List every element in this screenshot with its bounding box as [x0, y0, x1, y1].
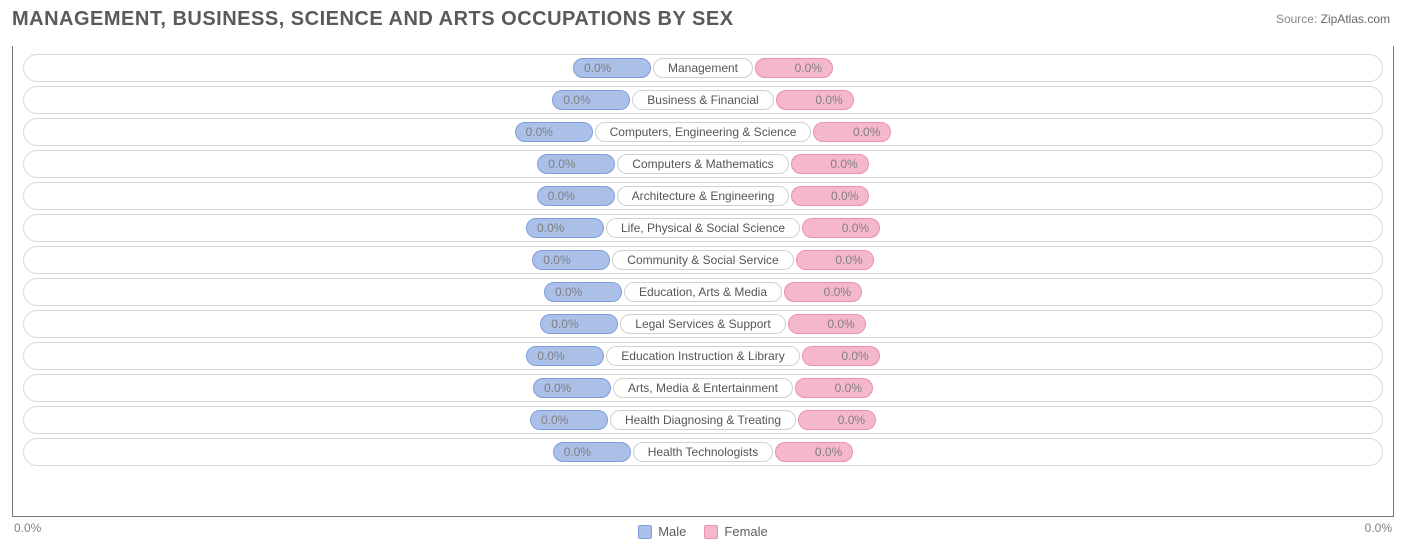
female-bar: 0.0%: [802, 218, 880, 238]
chart-row: 0.0%Life, Physical & Social Science0.0%: [23, 214, 1383, 242]
chart-row: 0.0%Computers & Mathematics0.0%: [23, 150, 1383, 178]
female-bar: 0.0%: [788, 314, 866, 334]
chart-title: MANAGEMENT, BUSINESS, SCIENCE AND ARTS O…: [12, 8, 734, 31]
chart-row: 0.0%Legal Services & Support0.0%: [23, 310, 1383, 338]
chart-row: 0.0%Health Diagnosing & Treating0.0%: [23, 406, 1383, 434]
legend-male: Male: [638, 524, 686, 539]
female-bar: 0.0%: [776, 90, 854, 110]
chart-row: 0.0%Architecture & Engineering0.0%: [23, 182, 1383, 210]
legend-female-label: Female: [724, 524, 767, 539]
chart-row: 0.0%Education Instruction & Library0.0%: [23, 342, 1383, 370]
category-label: Education Instruction & Library: [606, 346, 799, 366]
female-bar: 0.0%: [796, 250, 874, 270]
female-bar: 0.0%: [802, 346, 880, 366]
male-bar: 0.0%: [544, 282, 622, 302]
chart-area: 0.0%Management0.0%0.0%Business & Financi…: [12, 46, 1394, 517]
male-bar: 0.0%: [532, 250, 610, 270]
chart-row: 0.0%Computers, Engineering & Science0.0%: [23, 118, 1383, 146]
category-label: Community & Social Service: [612, 250, 793, 270]
male-bar: 0.0%: [526, 218, 604, 238]
source-value: ZipAtlas.com: [1321, 12, 1390, 26]
category-label: Health Diagnosing & Treating: [610, 410, 796, 430]
female-bar: 0.0%: [791, 154, 869, 174]
category-label: Architecture & Engineering: [617, 186, 790, 206]
male-bar: 0.0%: [553, 442, 631, 462]
male-bar: 0.0%: [526, 346, 604, 366]
female-bar: 0.0%: [784, 282, 862, 302]
category-label: Health Technologists: [633, 442, 774, 462]
female-bar: 0.0%: [775, 442, 853, 462]
source-attribution: Source: ZipAtlas.com: [1276, 12, 1390, 26]
legend-female: Female: [704, 524, 767, 539]
category-label: Education, Arts & Media: [624, 282, 782, 302]
legend-male-swatch: [638, 525, 652, 539]
chart-row: 0.0%Management0.0%: [23, 54, 1383, 82]
category-label: Arts, Media & Entertainment: [613, 378, 793, 398]
legend-female-swatch: [704, 525, 718, 539]
female-bar: 0.0%: [795, 378, 873, 398]
chart-row: 0.0%Health Technologists0.0%: [23, 438, 1383, 466]
legend-male-label: Male: [658, 524, 686, 539]
legend: Male Female: [0, 524, 1406, 539]
category-label: Legal Services & Support: [620, 314, 785, 334]
chart-row: 0.0%Community & Social Service0.0%: [23, 246, 1383, 274]
female-bar: 0.0%: [813, 122, 891, 142]
source-label: Source:: [1276, 12, 1317, 26]
category-label: Management: [653, 58, 753, 78]
female-bar: 0.0%: [798, 410, 876, 430]
male-bar: 0.0%: [540, 314, 618, 334]
male-bar: 0.0%: [515, 122, 593, 142]
male-bar: 0.0%: [573, 58, 651, 78]
male-bar: 0.0%: [537, 154, 615, 174]
category-label: Computers, Engineering & Science: [595, 122, 812, 142]
category-label: Business & Financial: [632, 90, 773, 110]
chart-row: 0.0%Education, Arts & Media0.0%: [23, 278, 1383, 306]
chart-row: 0.0%Arts, Media & Entertainment0.0%: [23, 374, 1383, 402]
male-bar: 0.0%: [537, 186, 615, 206]
female-bar: 0.0%: [791, 186, 869, 206]
chart-row: 0.0%Business & Financial0.0%: [23, 86, 1383, 114]
male-bar: 0.0%: [552, 90, 630, 110]
female-bar: 0.0%: [755, 58, 833, 78]
category-label: Computers & Mathematics: [617, 154, 788, 174]
male-bar: 0.0%: [530, 410, 608, 430]
male-bar: 0.0%: [533, 378, 611, 398]
category-label: Life, Physical & Social Science: [606, 218, 800, 238]
